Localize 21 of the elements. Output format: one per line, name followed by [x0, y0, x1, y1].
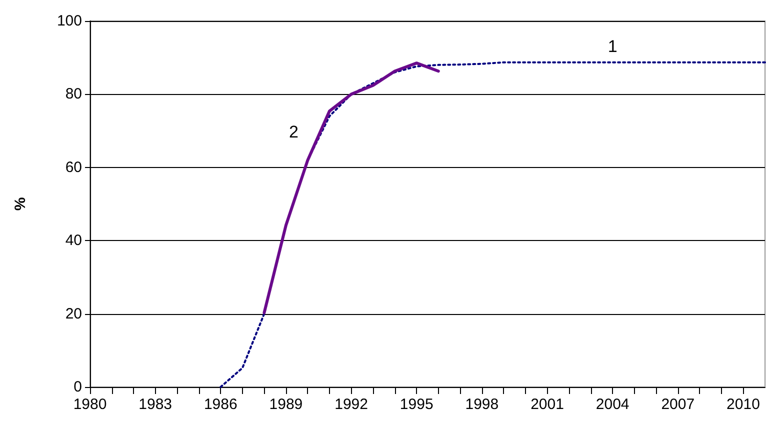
x-tick-label: 1983	[138, 396, 172, 413]
x-tick-label: 1989	[269, 396, 303, 413]
y-tick-label: 100	[56, 12, 82, 30]
y-tick-label: 80	[65, 86, 82, 103]
x-tick-label: 2004	[596, 396, 630, 413]
series-label: 1	[608, 36, 618, 56]
x-tick-label: 2010	[726, 396, 760, 413]
series-label: 2	[289, 122, 298, 142]
x-tick-label: 2007	[661, 396, 695, 413]
y-axis-title: %	[12, 197, 29, 211]
x-tick-label: 1986	[204, 396, 238, 413]
y-tick-label: 0	[74, 378, 82, 396]
y-tick-label: 40	[65, 232, 82, 250]
y-tick-label: 60	[65, 158, 82, 176]
x-tick-label: 1998	[465, 396, 499, 413]
line-series	[262, 62, 440, 314]
x-tick-label: 1995	[400, 396, 434, 413]
y-tick-label: 20	[65, 305, 82, 322]
x-tick-label: 1992	[334, 396, 368, 413]
x-tick-label: 1980	[73, 396, 107, 413]
x-tick-label: 2001	[530, 396, 564, 413]
